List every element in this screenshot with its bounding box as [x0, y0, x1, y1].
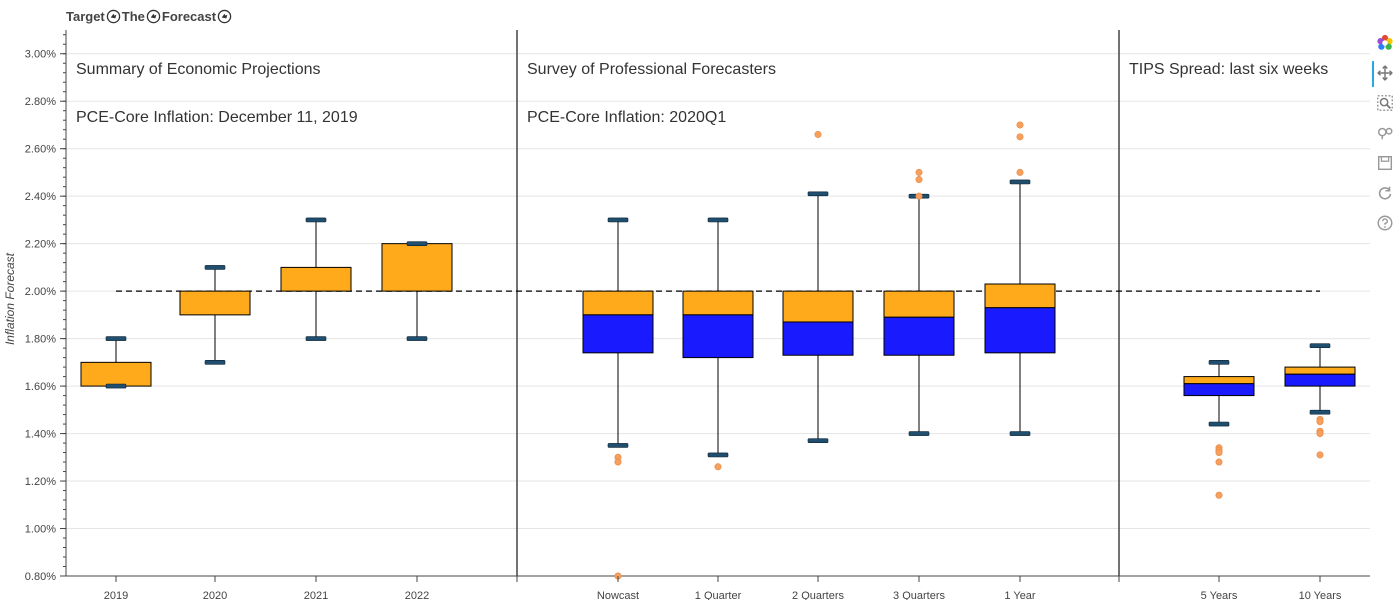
- y-axis-title: Inflation Forecast: [3, 252, 17, 346]
- whisker-cap: [305, 217, 327, 223]
- y-tick-label: 1.60%: [25, 381, 56, 393]
- x-tick-label: 10 Years: [1299, 590, 1342, 600]
- whisker-cap: [204, 360, 226, 365]
- x-tick-label: 3 Quarters: [893, 590, 945, 600]
- whisker-cap: [707, 217, 729, 223]
- whisker-cap: [105, 383, 127, 389]
- whisker-cap: [908, 431, 930, 436]
- whisker-cap: [406, 241, 428, 246]
- box-upper: [883, 290, 955, 318]
- box-lower: [1284, 373, 1356, 387]
- outlier-point: [1316, 451, 1324, 459]
- x-tick-label: 2022: [405, 590, 429, 600]
- outlier-point: [1016, 133, 1024, 141]
- x-tick-label: 2020: [203, 590, 227, 600]
- whisker-cap: [1309, 409, 1331, 415]
- box-lower: [782, 321, 854, 356]
- panel-subtitle: PCE-Core Inflation: 2020Q1: [527, 109, 726, 126]
- box-upper: [1284, 366, 1356, 375]
- chart-title: Target The Forecast: [66, 9, 232, 24]
- outlier-point: [1215, 458, 1223, 466]
- box-upper: [582, 290, 654, 316]
- title-part-the: The: [121, 9, 145, 24]
- x-tick-label: 1 Year: [1004, 590, 1036, 600]
- box-upper: [1183, 376, 1255, 385]
- box-zoom-icon[interactable]: [1372, 88, 1398, 118]
- box-upper: [782, 290, 854, 323]
- help-icon[interactable]: [1372, 208, 1398, 238]
- box-upper: [984, 283, 1056, 309]
- y-tick-label: 2.60%: [25, 144, 56, 156]
- box-lower: [1183, 383, 1255, 397]
- x-tick-label: 2021: [304, 590, 328, 600]
- whisker-cap: [1208, 360, 1230, 365]
- box-lower: [582, 314, 654, 354]
- box-lower: [984, 307, 1056, 354]
- pointing-hand-icon: [106, 9, 121, 24]
- outlier-point: [1316, 430, 1324, 438]
- outlier-point: [915, 176, 923, 184]
- panel-title: Summary of Economic Projections: [76, 61, 321, 78]
- x-tick-label: 2019: [104, 590, 128, 600]
- y-tick-label: 1.80%: [25, 334, 56, 346]
- save-icon[interactable]: [1372, 148, 1398, 178]
- y-tick-label: 1.00%: [25, 524, 56, 536]
- whisker-cap: [204, 265, 226, 270]
- whisker-cap: [707, 452, 729, 458]
- outlier-point: [1316, 418, 1324, 426]
- outlier-point: [915, 168, 923, 176]
- box-upper: [381, 243, 453, 292]
- x-tick-label: Nowcast: [597, 590, 639, 600]
- x-tick-label: 2 Quarters: [792, 590, 844, 600]
- outlier-point: [1016, 168, 1024, 176]
- whisker-cap: [105, 336, 127, 341]
- outlier-point: [714, 463, 722, 471]
- title-part-target: Target: [66, 9, 105, 24]
- chart-toolbar: [1372, 28, 1398, 238]
- x-tick-label: 1 Quarter: [695, 590, 742, 600]
- y-tick-label: 0.80%: [25, 571, 56, 583]
- outlier-point: [614, 458, 622, 466]
- pointing-hand-icon: [217, 9, 232, 24]
- panel-subtitle: PCE-Core Inflation: December 11, 2019: [76, 109, 358, 126]
- bokeh-logo-icon[interactable]: [1372, 28, 1398, 58]
- x-tick-label: 5 Years: [1201, 590, 1238, 600]
- y-tick-label: 1.20%: [25, 476, 56, 488]
- reset-icon[interactable]: [1372, 178, 1398, 208]
- whisker-cap: [1009, 431, 1031, 436]
- whisker-cap: [807, 191, 829, 197]
- pointing-hand-icon: [146, 9, 161, 24]
- whisker-cap: [607, 443, 629, 448]
- box-upper: [80, 361, 152, 387]
- y-tick-label: 2.20%: [25, 239, 56, 251]
- panel-title: TIPS Spread: last six weeks: [1129, 61, 1328, 78]
- whisker-cap: [305, 336, 327, 341]
- pan-icon[interactable]: [1372, 58, 1398, 88]
- panel-title: Survey of Professional Forecasters: [527, 61, 776, 78]
- y-tick-label: 2.80%: [25, 96, 56, 108]
- whisker-cap: [807, 438, 829, 443]
- outlier-point: [915, 192, 923, 200]
- box-lower: [883, 316, 955, 356]
- outlier-point: [1215, 449, 1223, 457]
- y-tick-label: 1.40%: [25, 429, 56, 441]
- whisker-cap: [607, 217, 629, 223]
- box-upper: [179, 290, 251, 316]
- title-part-forecast: Forecast: [161, 9, 217, 24]
- outlier-point: [1016, 121, 1024, 129]
- whisker-cap: [406, 336, 428, 341]
- y-tick-label: 2.00%: [25, 286, 56, 298]
- whisker-cap: [1208, 421, 1230, 427]
- whisker-cap: [1009, 179, 1031, 185]
- box-lower: [682, 314, 754, 359]
- whisker-cap: [1309, 343, 1331, 349]
- outlier-point: [1215, 491, 1223, 499]
- box-upper: [682, 290, 754, 316]
- wheel-zoom-icon[interactable]: [1372, 118, 1398, 148]
- y-tick-label: 2.40%: [25, 191, 56, 203]
- outlier-point: [814, 130, 822, 138]
- box-upper: [280, 266, 352, 292]
- y-tick-label: 3.00%: [25, 49, 56, 61]
